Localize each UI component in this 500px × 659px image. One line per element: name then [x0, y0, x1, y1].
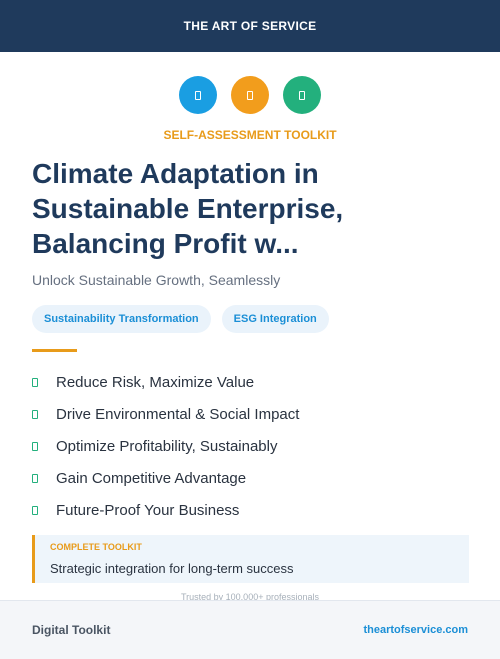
trusted-note: Trusted by 100,000+ professionals [180, 592, 319, 602]
check-icon [32, 377, 38, 387]
footer-label: Digital Toolkit [32, 623, 111, 637]
page-subtitle: Unlock Sustainable Growth, Seamlessly [32, 272, 281, 288]
complete-toolkit-callout: COMPLETE TOOLKIT Strategic integration f… [32, 535, 469, 583]
benefit-label: Drive Environmental & Social Impact [56, 405, 300, 423]
blue-square-icon [179, 76, 217, 114]
benefit-list: Reduce Risk, Maximize Value Drive Enviro… [32, 366, 299, 526]
check-icon [32, 473, 38, 483]
tag-list: Sustainability Transformation ESG Integr… [32, 305, 329, 333]
callout-label: COMPLETE TOOLKIT [50, 542, 142, 552]
tag-sustainability-transformation: Sustainability Transformation [32, 305, 211, 333]
brand-name: THE ART OF SERVICE [183, 19, 317, 33]
green-square-icon [283, 76, 321, 114]
check-icon [32, 409, 38, 419]
benefit-label: Optimize Profitability, Sustainably [56, 437, 278, 455]
check-icon [32, 505, 38, 515]
orange-square-icon [231, 76, 269, 114]
accent-divider [32, 349, 77, 352]
benefit-item: Optimize Profitability, Sustainably [32, 430, 299, 462]
top-banner: THE ART OF SERVICE [0, 0, 500, 52]
tag-esg-integration: ESG Integration [221, 305, 329, 333]
page-title: Climate Adaptation in Sustainable Enterp… [32, 158, 344, 259]
callout-text: Strategic integration for long-term succ… [50, 561, 294, 576]
benefit-item: Drive Environmental & Social Impact [32, 398, 299, 430]
benefit-label: Gain Competitive Advantage [56, 469, 247, 487]
benefit-item: Future-Proof Your Business [32, 494, 299, 526]
benefit-label: Future-Proof Your Business [56, 501, 240, 519]
benefit-item: Gain Competitive Advantage [32, 462, 299, 494]
check-icon [32, 441, 38, 451]
toolkit-kicker: SELF-ASSESSMENT TOOLKIT [163, 128, 337, 142]
benefit-label: Reduce Risk, Maximize Value [56, 373, 255, 391]
footer: Digital Toolkit theartofservice.com [0, 600, 500, 659]
benefit-item: Reduce Risk, Maximize Value [32, 366, 299, 398]
footer-website-link[interactable]: theartofservice.com [363, 624, 468, 636]
icon-row [0, 76, 500, 114]
